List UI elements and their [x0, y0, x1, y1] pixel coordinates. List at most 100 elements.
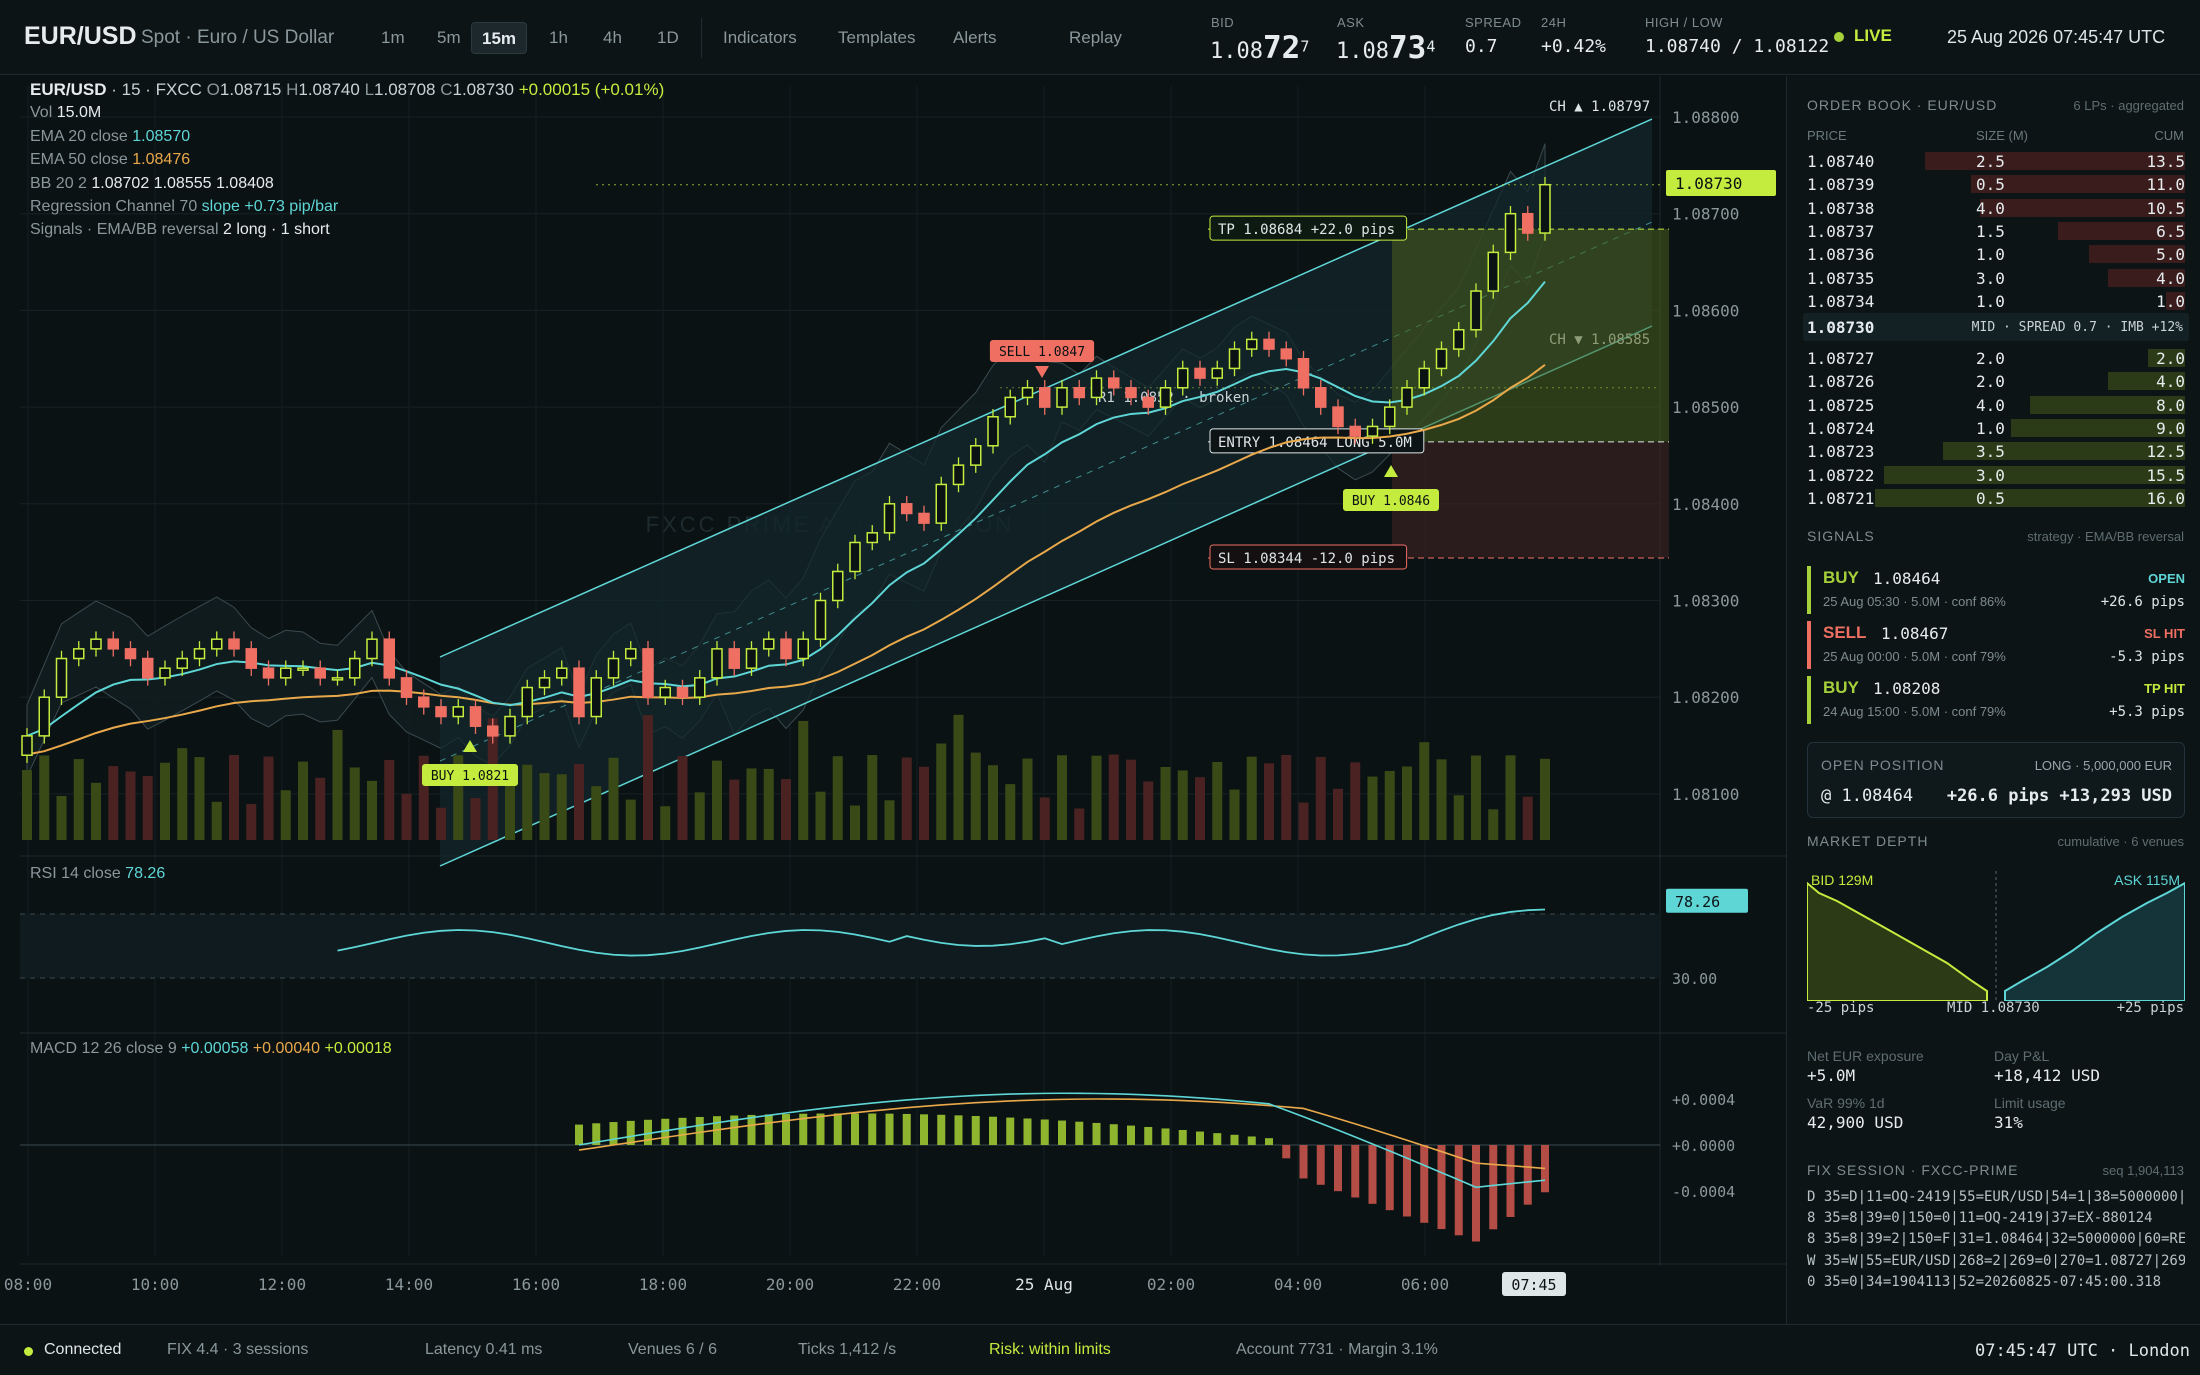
volume-bar — [22, 770, 32, 840]
price-tick: 1.08700 — [1672, 205, 1739, 224]
candle-body — [1246, 338, 1258, 350]
signal-item[interactable]: SELL 1.08467 25 Aug 00:00 · 5.0M · conf 79… — [1807, 621, 2185, 669]
candle-body — [1021, 387, 1034, 399]
volume-bar — [1402, 766, 1412, 840]
ask-row[interactable]: 1.08735 3.0 4.0 — [1807, 267, 2185, 289]
menu-alerts[interactable]: Alerts — [953, 28, 997, 47]
macd-pane: +0.0004 +0.0000 -0.0004 — [20, 1091, 1735, 1242]
rsi-value: 78.26 — [1675, 893, 1720, 911]
candle-body — [211, 638, 223, 650]
candle-body — [1039, 387, 1051, 408]
macd-histogram-bar — [782, 1114, 790, 1145]
bb-legend[interactable]: BB 20 2 1.08702 1.08555 1.08408 — [30, 175, 274, 192]
volume-bar — [1471, 755, 1481, 840]
bid-row[interactable]: 1.08724 1.0 9.0 — [1807, 417, 2185, 439]
signal-item[interactable]: BUY 1.08464 25 Aug 05:30 · 5.0M · conf 86%… — [1807, 566, 2185, 614]
candle-body — [21, 735, 33, 756]
volume-bar — [746, 768, 757, 840]
volume-bar — [919, 766, 929, 840]
candle-body — [1228, 348, 1241, 370]
bid-row[interactable]: 1.08726 2.0 4.0 — [1807, 370, 2185, 392]
mid-info: MID · SPREAD 0.7 · IMB +12% — [1971, 320, 2183, 335]
open-position-card[interactable]: OPEN POSITION LONG · 5,000,000 EUR @ 1.0… — [1807, 742, 2185, 818]
menu-indicators[interactable]: Indicators — [723, 28, 797, 47]
price-axis: 1.08800 1.08700 1.08600 1.08500 1.08400 1.083… — [1666, 108, 1776, 804]
volume-bar — [505, 784, 515, 840]
menu-templates[interactable]: Templates — [838, 28, 916, 47]
volume-bar — [660, 806, 671, 840]
bid-row[interactable]: 1.08723 3.5 12.5 — [1807, 440, 2185, 462]
timeframe-4h[interactable]: 4h — [603, 28, 622, 47]
regression-legend[interactable]: Regression Channel 70 slope +0.73 pip/ba… — [30, 198, 339, 215]
ask-row[interactable]: 1.08736 1.0 5.0 — [1807, 243, 2185, 265]
timeframe-1d[interactable]: 1D — [657, 28, 679, 47]
depth-left: -25 pips — [1807, 1000, 1875, 1016]
ask-row[interactable]: 1.08738 4.0 10.5 — [1807, 197, 2185, 219]
fix-line: 8 35=8|39=2|150=F|31=1.08464|32=5000000|… — [1807, 1231, 2185, 1247]
macd-histogram-bar — [1282, 1145, 1291, 1159]
macd-histogram-bar — [1437, 1145, 1446, 1230]
price-chart[interactable]: FXCC PRIME AGGREGATION CH ▲ 1.08797CH ▼ … — [0, 76, 1786, 1324]
bid-row[interactable]: 1.08725 4.0 8.0 — [1807, 394, 2185, 416]
time-tick: 22:00 — [893, 1275, 941, 1294]
bid-row[interactable]: 1.08727 2.0 2.0 — [1807, 347, 2185, 369]
row-price: 1.08734 — [1807, 291, 1875, 311]
ema50-legend[interactable]: EMA 50 close 1.08476 — [30, 151, 191, 168]
day-pnl-value: +18,412 USD — [1994, 1066, 2100, 1085]
signals-legend[interactable]: Signals · EMA/BB reversal 2 long · 1 sho… — [30, 221, 330, 238]
candle-body — [73, 648, 85, 660]
candle-body — [970, 445, 982, 466]
candle-body — [314, 667, 326, 679]
buy-marker-2-arrow — [1384, 465, 1398, 477]
volume-bar — [160, 762, 170, 840]
status-risk[interactable]: Risk: within limits — [989, 1341, 1111, 1358]
row-price: 1.08725 — [1807, 395, 1875, 415]
row-price: 1.08724 — [1807, 418, 1875, 438]
row-cum: 6.5 — [2156, 221, 2185, 241]
menu-replay[interactable]: Replay — [1069, 28, 1122, 47]
ask-row[interactable]: 1.08734 1.0 1.0 — [1807, 290, 2185, 312]
rsi-legend[interactable]: RSI 14 close 78.26 — [30, 865, 166, 882]
volume-bar — [332, 729, 343, 840]
depth-fill-bar — [2147, 349, 2185, 367]
volume-bar — [867, 755, 878, 840]
ask-row[interactable]: 1.08739 0.5 11.0 — [1807, 173, 2185, 195]
bid-row[interactable]: 1.08722 3.0 15.5 — [1807, 464, 2185, 486]
ask-row[interactable]: 1.08737 1.5 6.5 — [1807, 220, 2185, 242]
sl-label-box — [1209, 544, 1408, 570]
macd-histogram-bar — [1299, 1145, 1308, 1179]
timeframe-1h[interactable]: 1h — [549, 28, 568, 47]
macd-histogram-bar — [626, 1120, 635, 1145]
price-tick: 1.08500 — [1672, 398, 1739, 417]
bid-row[interactable]: 1.08721 0.5 16.0 — [1807, 487, 2185, 509]
channel-top-label: CH ▲ 1.08797 — [1549, 99, 1650, 115]
signal-item[interactable]: BUY 1.08208 24 Aug 15:00 · 5.0M · conf 79%… — [1807, 676, 2185, 724]
timeframe-1m[interactable]: 1m — [381, 28, 405, 47]
candle-body — [159, 667, 171, 679]
candle-body — [107, 638, 119, 650]
volume-bar — [953, 714, 964, 840]
candle-body — [935, 483, 947, 524]
fix-line: 8 35=8|39=0|150=0|11=OQ-2419|37=EX-88012… — [1807, 1210, 2153, 1226]
macd-histogram-bar — [971, 1116, 980, 1145]
ema20-legend[interactable]: EMA 20 close 1.08570 — [30, 128, 191, 145]
var-value: 42,900 USD — [1807, 1113, 1904, 1132]
timeframe-15m[interactable]: 15m — [471, 22, 528, 54]
signal-meta: 25 Aug 00:00 · 5.0M · conf 79% — [1823, 649, 2006, 664]
time-tick: 20:00 — [766, 1275, 814, 1294]
symbol-title[interactable]: EUR/USD — [24, 22, 137, 50]
limit-label: Limit usage — [1994, 1095, 2066, 1111]
ask-row[interactable]: 1.08740 2.5 13.5 — [1807, 150, 2185, 172]
candle-body — [1470, 290, 1482, 331]
candle-body — [469, 706, 482, 727]
row-cum: 5.0 — [2156, 245, 2185, 265]
candle-body — [366, 638, 378, 660]
timeframe-5m[interactable]: 5m — [437, 28, 461, 47]
volume-bar — [677, 756, 688, 840]
candle-body — [1073, 387, 1085, 399]
candle-body — [901, 503, 913, 515]
candle-body — [1142, 396, 1154, 408]
macd-legend[interactable]: MACD 12 26 close 9 +0.00058 +0.00040 +0.… — [30, 1040, 392, 1057]
signal-price: 1.08208 — [1873, 679, 1941, 698]
